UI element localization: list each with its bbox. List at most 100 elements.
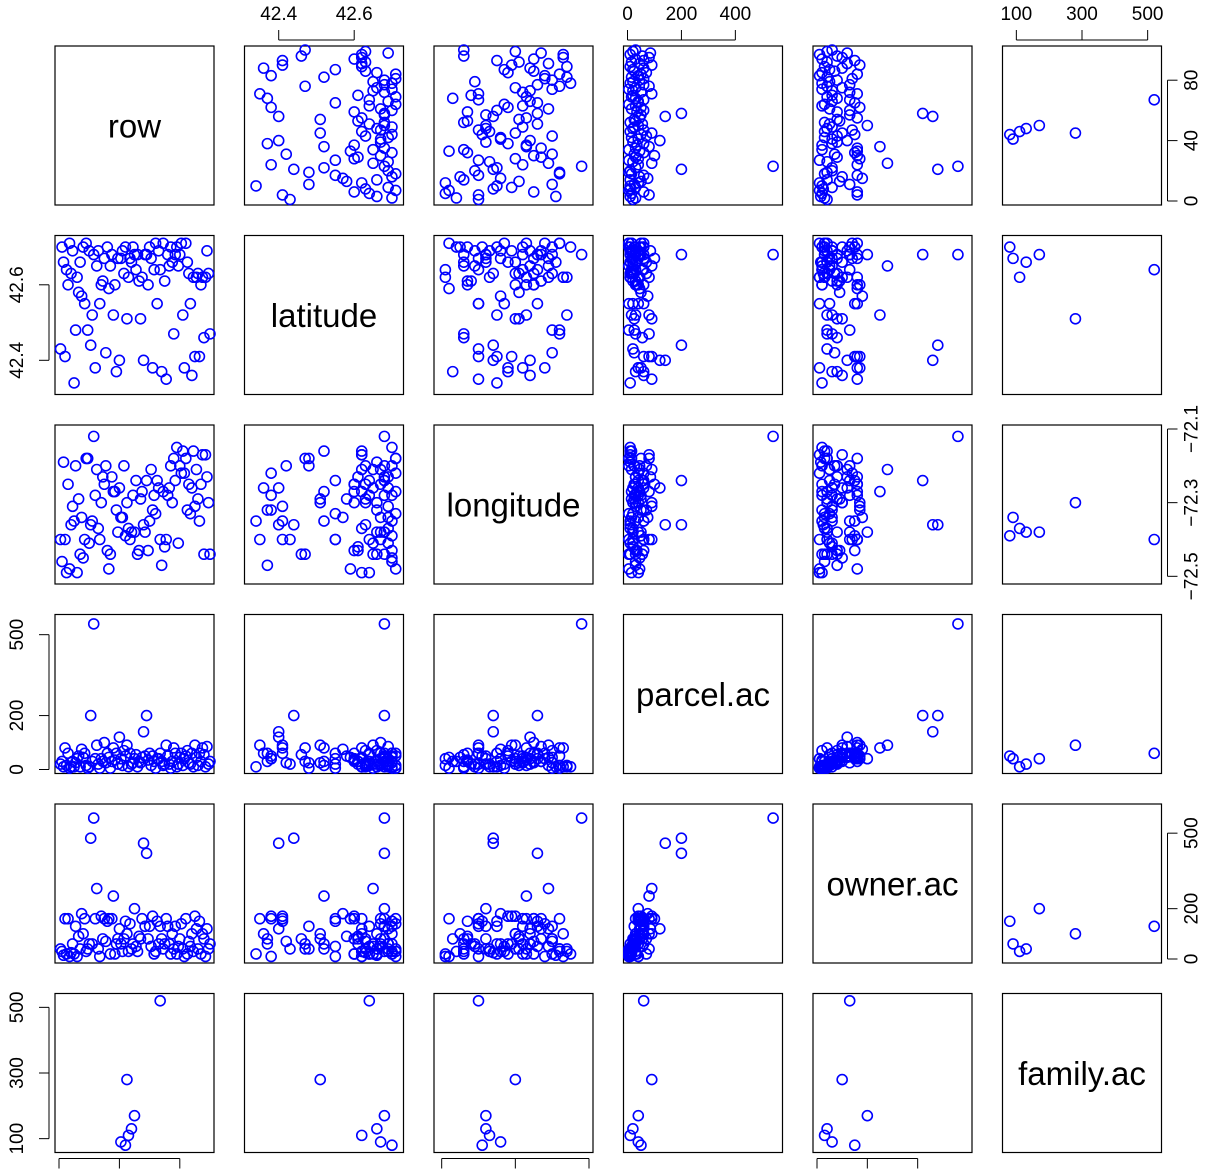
data-point [524,84,536,97]
data-point [851,237,864,250]
data-point [122,271,135,284]
data-point [654,134,666,147]
data-point [189,500,201,513]
data-point [378,751,391,764]
data-point [137,837,150,850]
data-point [87,618,100,630]
data-point [472,920,485,933]
data-point [564,241,577,253]
data-point [818,116,831,129]
data-point [378,460,391,472]
data-point [843,324,856,336]
data-point [843,109,856,121]
tick-label: 0 [1182,196,1203,207]
data-point [816,66,828,79]
data-point [386,441,398,454]
data-point [371,526,383,538]
panel-frame [622,992,784,1154]
data-point [628,346,641,359]
data-point [139,920,151,933]
data-point [535,151,547,164]
data-point [457,933,470,945]
data-point [826,548,838,561]
data-point [472,747,485,760]
data-point [149,945,162,958]
data-point [853,350,866,363]
data-point [629,559,642,572]
data-point [204,755,216,768]
panel-frame [812,613,973,775]
data-point [84,339,97,352]
data-point [931,709,944,722]
data-point [446,755,459,768]
data-point [916,474,929,487]
data-point [80,237,92,250]
data-point [303,166,315,179]
data-point [831,151,843,164]
data-point [318,759,330,772]
data-point [178,467,191,479]
data-point [318,161,330,174]
data-point [848,297,861,310]
data-point [1148,94,1161,106]
data-point [149,507,162,520]
data-point [318,71,330,83]
data-point [637,533,650,546]
panel-frame [1001,803,1163,964]
data-point [355,742,368,754]
data-point [648,149,661,162]
data-point [513,267,525,280]
data-point [767,160,779,173]
data-point [89,912,102,925]
data-point [645,312,658,325]
data-point [443,950,455,963]
tick-label: 500 [7,991,28,1023]
data-point [378,474,391,487]
data-point [100,935,112,948]
data-point [72,750,85,762]
data-point [276,533,289,546]
data-point [472,994,485,1007]
data-point [926,725,939,738]
data-point [527,755,540,768]
data-point [826,89,838,102]
data-point [1148,747,1161,760]
data-point [340,930,353,943]
data-point [382,740,394,753]
data-point [926,518,939,531]
data-point [348,106,361,118]
data-point [542,103,555,115]
data-point [389,563,402,575]
data-point [359,183,372,195]
data-point [843,178,856,191]
data-point [457,44,470,56]
data-point [480,943,492,955]
data-point [104,948,117,960]
data-point [1069,739,1082,752]
data-point [516,362,529,374]
data-point [265,752,277,765]
data-point [201,740,213,753]
data-point [69,460,82,472]
data-point [136,271,148,284]
data-point [643,452,655,465]
data-point [280,460,293,472]
data-point [378,1109,391,1122]
data-point [637,915,650,928]
data-point [177,309,189,321]
data-point [276,59,289,71]
variable-label: parcel.ac [636,676,770,713]
panel-frame [243,424,405,585]
data-point [446,92,459,105]
data-point [125,1123,138,1135]
data-point [121,496,133,509]
data-point [557,950,570,963]
data-point [524,354,536,367]
data-point [472,263,485,276]
variable-label: longitude [447,487,581,524]
data-point [367,537,379,549]
data-point [145,252,157,265]
data-point [1148,920,1161,933]
data-point [831,460,843,472]
data-point [193,915,206,928]
